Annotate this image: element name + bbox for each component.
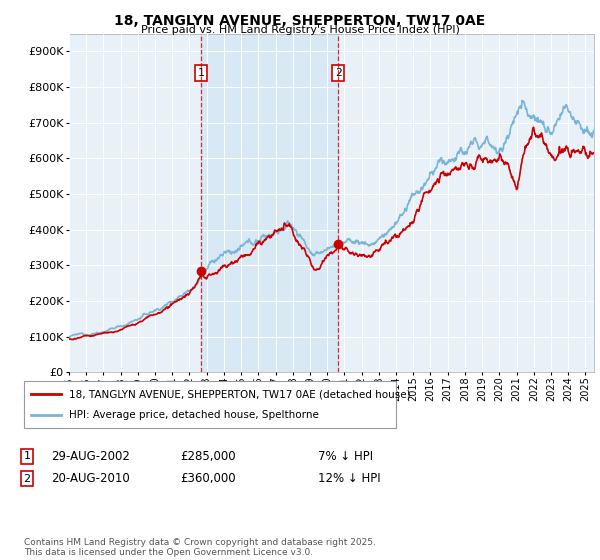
Text: £285,000: £285,000	[180, 450, 236, 463]
FancyBboxPatch shape	[24, 381, 396, 428]
Text: 18, TANGLYN AVENUE, SHEPPERTON, TW17 0AE (detached house): 18, TANGLYN AVENUE, SHEPPERTON, TW17 0AE…	[68, 389, 410, 399]
Text: £360,000: £360,000	[180, 472, 236, 486]
Text: 18, TANGLYN AVENUE, SHEPPERTON, TW17 0AE: 18, TANGLYN AVENUE, SHEPPERTON, TW17 0AE	[115, 14, 485, 28]
Text: 1: 1	[23, 451, 31, 461]
Text: Price paid vs. HM Land Registry's House Price Index (HPI): Price paid vs. HM Land Registry's House …	[140, 25, 460, 35]
Text: 2: 2	[335, 68, 341, 78]
Text: 29-AUG-2002: 29-AUG-2002	[51, 450, 130, 463]
Text: 20-AUG-2010: 20-AUG-2010	[51, 472, 130, 486]
Text: 12% ↓ HPI: 12% ↓ HPI	[318, 472, 380, 486]
Text: HPI: Average price, detached house, Spelthorne: HPI: Average price, detached house, Spel…	[68, 410, 319, 420]
Text: Contains HM Land Registry data © Crown copyright and database right 2025.
This d: Contains HM Land Registry data © Crown c…	[24, 538, 376, 557]
Text: 7% ↓ HPI: 7% ↓ HPI	[318, 450, 373, 463]
Text: 2: 2	[23, 474, 31, 484]
Bar	[201, 34, 338, 372]
Text: 1: 1	[197, 68, 204, 78]
